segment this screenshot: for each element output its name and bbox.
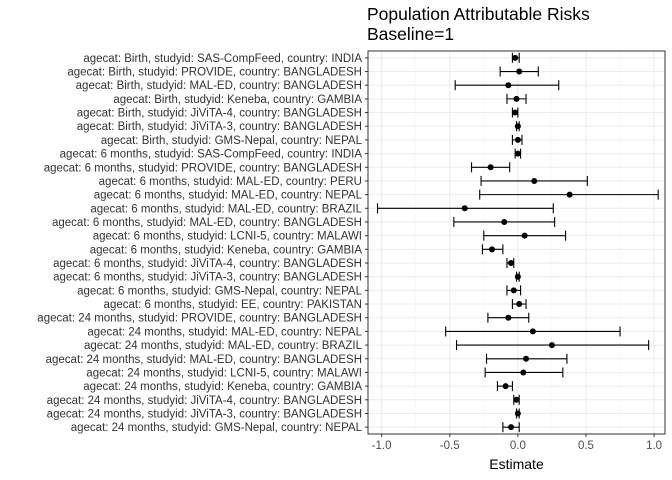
estimate-point: [513, 95, 520, 102]
estimate-point: [529, 328, 536, 335]
x-tick-label: -1.0: [372, 440, 392, 452]
estimate-point: [505, 82, 512, 89]
estimate-point: [510, 287, 517, 294]
estimate-point: [488, 246, 495, 253]
estimate-point: [501, 218, 508, 225]
estimate-point: [548, 342, 555, 349]
x-tick-label: 0.5: [578, 440, 594, 452]
estimate-point: [566, 191, 573, 198]
estimate-point: [508, 260, 515, 267]
y-tick-label: agecat: Birth, studyid: SAS-CompFeed, co…: [83, 53, 362, 65]
x-tick-label: 0.0: [510, 440, 526, 452]
estimate-point: [512, 109, 519, 116]
estimate-point: [520, 369, 527, 376]
y-tick-label: agecat: 6 months, studyid: JiViTA-3, cou…: [53, 272, 362, 284]
x-axis-label: Estimate: [489, 456, 544, 472]
y-tick-label: agecat: 24 months, studyid: MAL-ED, coun…: [87, 326, 362, 338]
y-tick-label: agecat: 6 months, studyid: MAL-ED, count…: [94, 190, 363, 202]
estimate-point: [502, 383, 509, 390]
panel-background: [368, 51, 665, 434]
estimate-point: [516, 301, 523, 308]
y-tick-label: agecat: 24 months, studyid: LCNI-5, coun…: [86, 367, 362, 379]
y-tick-label: agecat: 6 months, studyid: LCNI-5, count…: [93, 231, 362, 243]
plot-panel: [368, 51, 665, 434]
y-tick-label: agecat: 6 months, studyid: EE, country: …: [104, 299, 362, 311]
estimate-point: [521, 232, 528, 239]
y-tick-label: agecat: Birth, studyid: GMS-Nepal, count…: [101, 135, 363, 147]
chart-subtitle: Baseline=1: [367, 24, 455, 44]
y-tick-label: agecat: 6 months, studyid: SAS-CompFeed,…: [60, 149, 363, 161]
y-tick-label: agecat: 24 months, studyid: GMS-Nepal, c…: [71, 422, 363, 434]
y-tick-label: agecat: Birth, studyid: JiViTA-3, countr…: [77, 121, 362, 133]
y-tick-label: agecat: 24 months, studyid: Keneba, coun…: [83, 381, 362, 393]
y-tick-label: agecat: 6 months, studyid: JiViTA-4, cou…: [53, 258, 362, 270]
estimate-point: [523, 355, 530, 362]
x-tick-label: 1.0: [646, 440, 662, 452]
y-tick-label: agecat: 24 months, studyid: MAL-ED, coun…: [84, 340, 363, 352]
y-tick-label: agecat: 24 months, studyid: PROVIDE, cou…: [37, 313, 362, 325]
y-tick-label: agecat: 6 months, studyid: MAL-ED, count…: [90, 203, 362, 215]
y-tick-label: agecat: Birth, studyid: PROVIDE, country…: [67, 67, 362, 79]
y-tick-label: agecat: 24 months, studyid: MAL-ED, coun…: [46, 354, 362, 366]
estimate-point: [513, 396, 520, 403]
panel-border: [367, 50, 666, 435]
estimate-point: [505, 314, 512, 321]
estimate-point: [508, 424, 515, 431]
y-tick-label: agecat: 6 months, studyid: GMS-Nepal, co…: [77, 285, 362, 297]
y-tick-label: agecat: 6 months, studyid: Keneba, count…: [90, 244, 363, 256]
estimate-point: [461, 205, 468, 212]
y-tick-label: agecat: 6 months, studyid: MAL-ED, count…: [99, 176, 362, 188]
estimate-point: [487, 164, 494, 171]
y-tick-label: agecat: Birth, studyid: JiViTA-4, countr…: [77, 108, 362, 120]
chart-title: Population Attributable Risks: [367, 4, 590, 24]
y-axis-labels: agecat: Birth, studyid: SAS-CompFeed, co…: [37, 53, 368, 434]
estimate-point: [514, 273, 521, 280]
y-tick-label: agecat: 24 months, studyid: JiViTA-3, co…: [47, 408, 362, 420]
estimate-point: [516, 68, 523, 75]
estimate-point: [514, 123, 521, 130]
estimate-point: [514, 150, 521, 157]
estimate-marks: [367, 50, 666, 435]
x-tick-label: -0.5: [440, 440, 460, 452]
estimate-point: [514, 136, 521, 143]
y-tick-label: agecat: 6 months, studyid: MAL-ED, count…: [52, 217, 362, 229]
y-tick-label: agecat: Birth, studyid: MAL-ED, country:…: [76, 80, 362, 92]
y-tick-label: agecat: 6 months, studyid: PROVIDE, coun…: [44, 162, 362, 174]
estimate-point: [514, 410, 521, 417]
y-tick-label: agecat: Birth, studyid: Keneba, country:…: [113, 94, 362, 106]
estimate-point: [512, 54, 519, 61]
y-tick-label: agecat: 24 months, studyid: JiViTA-4, co…: [47, 395, 362, 407]
x-axis: -1.0 -0.5 0.0 0.5 1.0: [372, 434, 662, 452]
estimate-point: [531, 177, 538, 184]
